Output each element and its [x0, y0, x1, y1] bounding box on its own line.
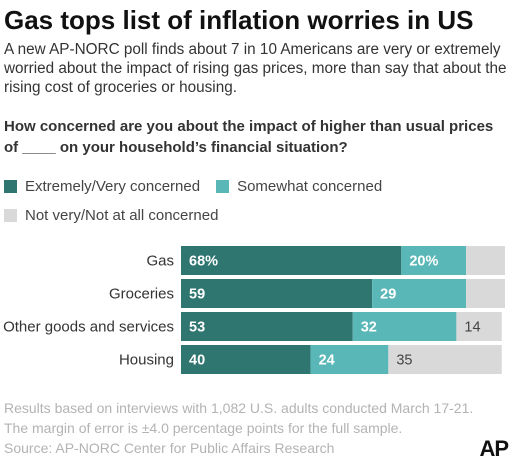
- chart-intro: A new AP-NORC poll finds about 7 in 10 A…: [4, 41, 507, 96]
- legend-swatch-not-concerned: [4, 209, 17, 222]
- legend-label-somewhat: Somewhat concerned: [237, 178, 383, 195]
- category-label-gas: Gas: [146, 253, 174, 270]
- legend-label-not-concerned: Not very/Not at all concerned: [25, 207, 219, 224]
- legend-item-not-concerned: Not very/Not at all concerned: [4, 207, 218, 224]
- footnote: Results based on interviews with 1,082 U…: [4, 398, 474, 458]
- data-label-housing-not-very-not-at-all-concerned: 35: [396, 353, 412, 369]
- data-label-groceries-extremely-very-concerned: 59: [189, 287, 205, 303]
- bar-gas-not-very-not-at-all-concerned: [466, 246, 505, 275]
- legend-row-1: Extremely/Very concerned Somewhat concer…: [4, 178, 398, 195]
- survey-question: How concerned are you about the impact o…: [4, 118, 494, 156]
- data-label-gas-extremely-very-concerned: 68%: [189, 254, 218, 270]
- bar-gas-somewhat-concerned: [401, 246, 467, 275]
- bar-housing-extremely-very-concerned: [181, 345, 311, 374]
- bar-groceries-somewhat-concerned: [372, 279, 467, 308]
- data-label-housing-somewhat-concerned: 24: [319, 353, 335, 369]
- stacked-bar-chart: Gas 68% 20% Groceries 59 29 Other goods and se…: [3, 246, 505, 374]
- methodology-note: Results based on interviews with 1,082 U…: [4, 400, 474, 436]
- category-label-housing: Housing: [119, 352, 174, 369]
- data-label-gas-somewhat-concerned: 20%: [409, 254, 438, 270]
- data-label-other-goods-and-services-extremely-very-concerned: 53: [189, 320, 205, 336]
- legend-item-extremely: Extremely/Very concerned: [4, 178, 200, 195]
- bar-gas-extremely-very-concerned: [181, 246, 402, 275]
- legend-row-2: Not very/Not at all concerned: [4, 207, 234, 224]
- data-label-housing-extremely-very-concerned: 40: [189, 353, 205, 369]
- bar-groceries-extremely-very-concerned: [181, 279, 373, 308]
- category-label-groceries: Groceries: [109, 286, 174, 303]
- data-label-groceries-somewhat-concerned: 29: [380, 287, 396, 303]
- chart-title: Gas tops list of inflation worries in US: [4, 5, 474, 35]
- bar-other-goods-and-services-not-very-not-at-all-concerned: [456, 312, 502, 341]
- bar-other-goods-and-services-somewhat-concerned: [352, 312, 457, 341]
- data-label-other-goods-and-services-not-very-not-at-all-concerned: 14: [464, 320, 480, 336]
- legend-label-extremely: Extremely/Very concerned: [25, 178, 201, 195]
- source-note: Source: AP-NORC Center for Public Affair…: [4, 440, 335, 456]
- bar-housing-not-very-not-at-all-concerned: [388, 345, 502, 374]
- legend-item-somewhat: Somewhat concerned: [216, 178, 382, 195]
- bar-other-goods-and-services-extremely-very-concerned: [181, 312, 353, 341]
- legend-swatch-somewhat: [216, 180, 230, 193]
- data-label-other-goods-and-services-somewhat-concerned: 32: [361, 320, 377, 336]
- legend-swatch-extremely: [4, 180, 17, 193]
- ap-logo: AP: [479, 436, 509, 461]
- bar-housing-somewhat-concerned: [310, 345, 389, 374]
- category-label-other-goods-and-services: Other goods and services: [3, 319, 174, 336]
- bar-groceries-not-very-not-at-all-concerned: [466, 279, 505, 308]
